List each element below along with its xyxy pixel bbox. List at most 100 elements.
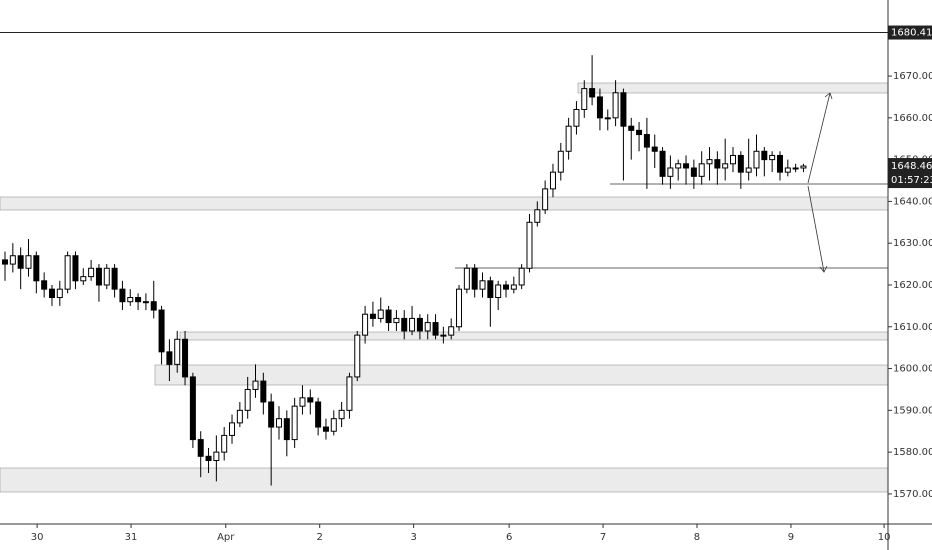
y-tick-label: 1570.000 xyxy=(893,489,932,500)
y-tick-label: 1580.000 xyxy=(893,447,932,458)
candle-body xyxy=(573,108,580,127)
candle-body xyxy=(542,188,549,211)
candle-body xyxy=(706,159,713,165)
x-tick-label: 3 xyxy=(410,532,416,543)
zones xyxy=(0,82,889,493)
candle-body xyxy=(33,255,40,282)
candle-body xyxy=(495,284,502,299)
candle-body xyxy=(612,92,619,119)
candle-body xyxy=(103,267,110,286)
candle-body xyxy=(643,134,650,148)
candle-body xyxy=(448,326,455,336)
candle-body xyxy=(252,380,259,390)
candle-body xyxy=(518,267,525,286)
candle-body xyxy=(440,334,447,337)
candle-body xyxy=(769,154,776,161)
candle-body xyxy=(41,280,48,290)
candle-body xyxy=(792,167,799,170)
candle-body xyxy=(393,317,400,324)
candle-body xyxy=(471,267,478,290)
candle-body xyxy=(119,288,126,303)
arrow xyxy=(807,92,831,184)
candle-body xyxy=(722,163,729,169)
candle-body xyxy=(80,276,87,282)
candle-body xyxy=(463,267,470,290)
arrow-head xyxy=(824,92,833,100)
candle-body xyxy=(510,284,517,290)
candle-body xyxy=(158,309,165,353)
candle-body xyxy=(283,418,290,441)
candle-body xyxy=(64,255,71,290)
candle-body xyxy=(432,322,439,336)
countdown: 01:57:23 xyxy=(891,175,932,186)
zone xyxy=(0,196,889,211)
candle-body xyxy=(456,288,463,328)
zone xyxy=(0,467,889,493)
zone xyxy=(179,331,889,341)
x-tick-label: Apr xyxy=(217,532,235,543)
candle-body xyxy=(72,255,79,282)
arrow-head xyxy=(819,265,828,273)
candle-body xyxy=(401,317,408,332)
candle-body xyxy=(714,159,721,169)
x-tick-label: 10 xyxy=(878,532,891,543)
candle-body xyxy=(683,163,690,169)
y-tick-label: 1620.000 xyxy=(893,280,932,291)
candle-body xyxy=(315,401,322,428)
candle-body xyxy=(275,418,282,428)
candle-body xyxy=(620,92,627,127)
price-label: 1648.460 xyxy=(891,161,932,172)
y-tick-label: 1670.000 xyxy=(893,71,932,82)
candle-body xyxy=(244,388,251,411)
candle-body xyxy=(197,439,204,457)
candle-body xyxy=(135,297,142,303)
candle-body xyxy=(322,426,329,432)
y-tick-label: 1590.000 xyxy=(893,405,932,416)
candle-body xyxy=(659,150,666,177)
candle-body xyxy=(565,125,572,152)
x-tick-label: 6 xyxy=(506,532,512,543)
candle-body xyxy=(479,280,486,290)
x-tick-label: 31 xyxy=(125,532,138,543)
y-tick-label: 1630.000 xyxy=(893,238,932,249)
candle-body xyxy=(377,309,384,319)
y-tick-label: 1660.000 xyxy=(893,113,932,124)
candle-body xyxy=(9,255,16,265)
candle-body xyxy=(150,301,157,311)
candle-body xyxy=(424,322,431,332)
candle-body xyxy=(2,259,9,265)
candle-body xyxy=(25,255,32,269)
candle-body xyxy=(95,267,102,286)
candle-body xyxy=(557,150,564,173)
candle-body xyxy=(205,455,212,461)
candle-body xyxy=(354,334,361,378)
candle-body xyxy=(56,288,63,299)
candle-body xyxy=(651,146,658,152)
candle-body xyxy=(174,338,181,365)
candle-body xyxy=(213,451,220,461)
x-tick-label: 7 xyxy=(600,532,606,543)
candle-body xyxy=(48,288,55,299)
x-tick-label: 9 xyxy=(788,532,794,543)
candle-body xyxy=(236,409,243,424)
candle-body xyxy=(526,221,533,269)
candle-body xyxy=(737,154,744,173)
candle-body xyxy=(362,313,369,336)
candle-body xyxy=(260,380,267,403)
candle-body xyxy=(690,167,697,177)
zone xyxy=(577,82,889,94)
candle-body xyxy=(581,88,588,110)
candle-body xyxy=(502,284,509,290)
y-tick-label: 1610.000 xyxy=(893,322,932,333)
candle-body xyxy=(416,317,423,332)
candle-body xyxy=(17,255,24,269)
candle-body xyxy=(730,154,737,165)
candle-body xyxy=(776,154,783,173)
candle-body xyxy=(596,96,603,119)
x-tick-label: 8 xyxy=(694,532,700,543)
candle-body xyxy=(127,297,134,303)
candle-body xyxy=(182,338,189,378)
reference-tag xyxy=(888,25,932,40)
candle-body xyxy=(628,125,635,131)
